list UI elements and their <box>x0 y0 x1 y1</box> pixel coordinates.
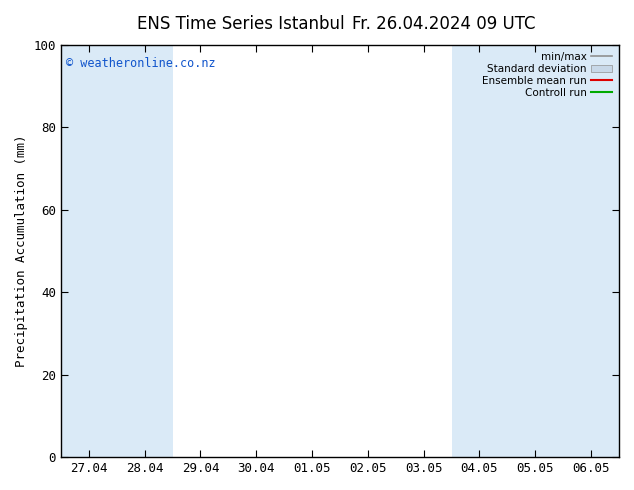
Y-axis label: Precipitation Accumulation (mm): Precipitation Accumulation (mm) <box>15 135 28 367</box>
Text: © weatheronline.co.nz: © weatheronline.co.nz <box>67 57 216 70</box>
Bar <box>507 45 563 457</box>
Legend: min/max, Standard deviation, Ensemble mean run, Controll run: min/max, Standard deviation, Ensemble me… <box>480 49 614 100</box>
Bar <box>61 45 117 457</box>
Text: Fr. 26.04.2024 09 UTC: Fr. 26.04.2024 09 UTC <box>352 15 536 33</box>
Bar <box>451 45 507 457</box>
Text: ENS Time Series Istanbul: ENS Time Series Istanbul <box>137 15 345 33</box>
Bar <box>117 45 172 457</box>
Bar <box>563 45 619 457</box>
